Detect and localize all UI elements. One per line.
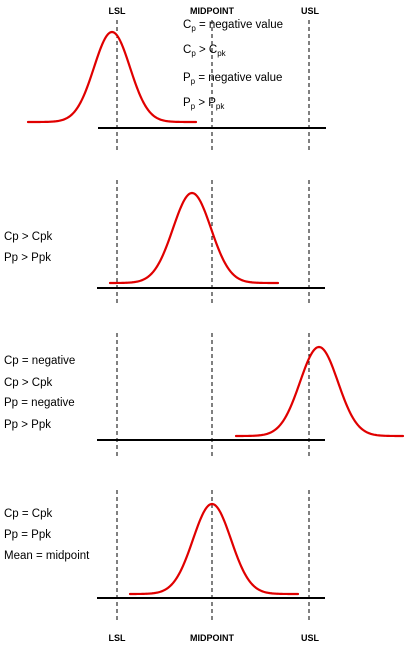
panel-2: Cp > Cpk Pp > Ppk — [4, 180, 325, 305]
note-pp-gt-ppk: Pp > Ppk — [4, 252, 51, 264]
panel-3: Cp = negative Cp > Cpk Pp = negative Pp … — [4, 333, 405, 458]
distribution-curve — [108, 191, 280, 285]
note-pp-eq-ppk: Pp = Ppk — [4, 529, 51, 541]
distribution-curve — [26, 30, 198, 124]
note-mean-eq-midpoint: Mean = midpoint — [4, 550, 90, 562]
note-pp-negative: Pp = negative — [4, 397, 75, 409]
note-cp-gt-cpk: Cp > Cpk — [183, 44, 227, 58]
note-cp-negative: Cp = negative — [4, 355, 75, 367]
panel-4: Cp = Cpk Pp = Ppk Mean = midpoint — [4, 490, 325, 622]
midpoint-label-bottom: MIDPOINT — [190, 633, 235, 643]
distribution-curve — [128, 502, 300, 596]
note-cp-negative-value: Cp = negative value — [183, 19, 283, 33]
note-cp-eq-cpk: Cp = Cpk — [4, 508, 53, 520]
lsl-label-bottom: LSL — [109, 633, 127, 643]
note-cp-gt-cpk: Cp > Cpk — [4, 377, 53, 389]
midpoint-label-top: MIDPOINT — [190, 6, 235, 16]
note-pp-gt-ppk: Pp > Ppk — [183, 97, 225, 111]
usl-label-bottom: USL — [301, 633, 320, 643]
note-cp-gt-cpk: Cp > Cpk — [4, 231, 53, 243]
note-pp-negative-value: Pp = negative value — [183, 72, 282, 86]
lsl-label-top: LSL — [109, 6, 127, 16]
note-pp-gt-ppk: Pp > Ppk — [4, 419, 51, 431]
distribution-curve — [234, 345, 405, 438]
usl-label-top: USL — [301, 6, 320, 16]
panel-1: Cp = negative value Cp > Cpk Pp = negati… — [26, 19, 326, 150]
